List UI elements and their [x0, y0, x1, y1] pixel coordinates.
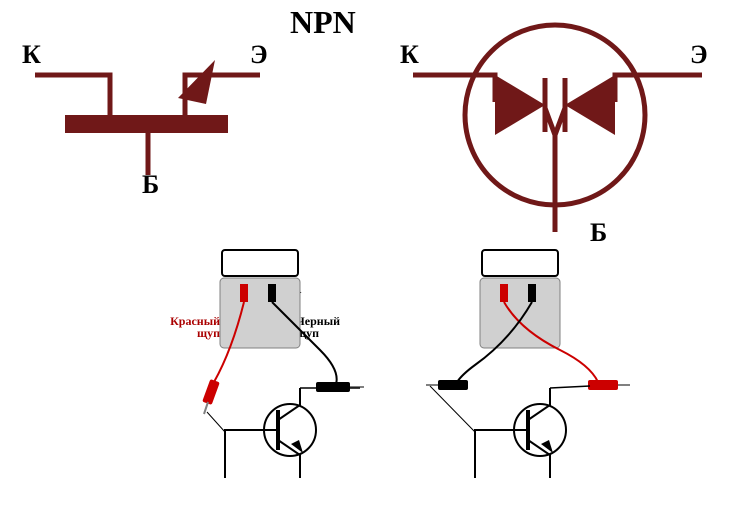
transistor-under-test-left — [207, 388, 360, 478]
multimeter-right — [426, 250, 630, 390]
npn-symbol-left — [35, 60, 260, 175]
diagram-canvas: NPN К Э Б К Э Б + − Красный щуп Черный щ… — [0, 0, 750, 508]
diagram-svg — [0, 0, 750, 508]
transistor-under-test-right — [430, 386, 590, 478]
multimeter-left — [202, 250, 364, 414]
npn-symbol-right — [413, 25, 702, 232]
